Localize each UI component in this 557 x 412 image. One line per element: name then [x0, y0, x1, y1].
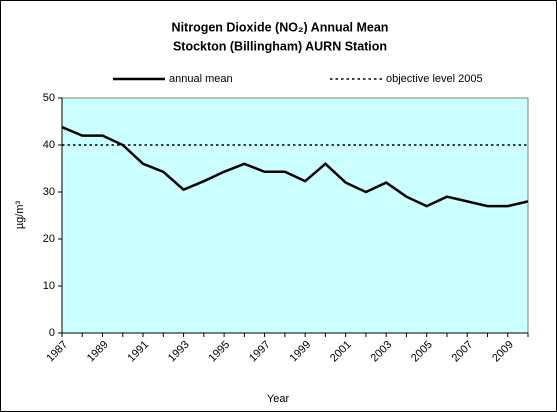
- y-tick-label: 0: [49, 327, 55, 339]
- legend-label: objective level 2005: [386, 73, 483, 85]
- y-tick-label: 40: [43, 139, 55, 151]
- chart-title: Nitrogen Dioxide (NO₂) Annual Mean: [172, 20, 389, 34]
- chart-subtitle: Stockton (Billingham) AURN Station: [173, 39, 387, 53]
- legend-label: annual mean: [169, 73, 233, 85]
- series-line: [61, 125, 529, 208]
- plot-area: [61, 97, 529, 334]
- x-axis-label: Year: [267, 393, 290, 405]
- y-tick-label: 20: [43, 233, 55, 245]
- y-axis-label: µg/m³: [14, 200, 26, 229]
- y-tick-label: 10: [43, 280, 55, 292]
- y-tick-label: 30: [43, 186, 55, 198]
- y-tick-label: 50: [43, 92, 55, 104]
